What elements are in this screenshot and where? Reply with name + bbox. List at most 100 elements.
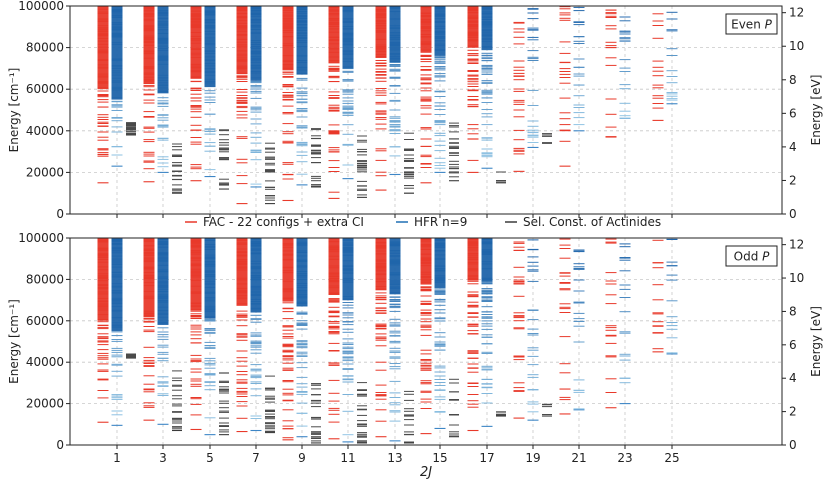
legend-label-2: Sel. Const. of Actinides: [523, 215, 661, 229]
odd-column-9-s2: [311, 383, 321, 444]
level-band: [296, 6, 308, 75]
even-column-15-s1: [434, 6, 446, 173]
level-band: [342, 238, 354, 301]
even-column-13-s1: [389, 6, 401, 176]
odd-column-19-s2: [542, 403, 552, 417]
odd-column-9-s1: [296, 238, 308, 438]
level-band: [481, 238, 493, 282]
level-band: [250, 6, 262, 81]
x-tick-label: 17: [479, 451, 494, 465]
even-column-15-s0: [420, 6, 432, 184]
x-tick-label: 19: [525, 451, 540, 465]
x-tick-label: 5: [206, 451, 214, 465]
odd-y-tick-label: 100000: [18, 231, 64, 245]
odd-ev-tick-label: 6: [789, 338, 797, 352]
even-column-1-s1: [111, 5, 123, 167]
even-panel-label-box: [725, 13, 778, 35]
even-column-9-s0: [282, 6, 294, 202]
even-y-axis-label: Energy [cm⁻¹]: [7, 68, 21, 153]
even-column-3-s2: [172, 143, 182, 194]
level-band: [328, 6, 340, 64]
even-column-3-s0: [143, 6, 155, 183]
level-band: [97, 6, 109, 90]
level-band: [389, 238, 401, 294]
even-column-25-s0: [652, 13, 664, 121]
odd-column-17-s0: [467, 238, 479, 432]
even-y-tick-label: 40000: [26, 124, 64, 138]
odd-column-17-s1: [481, 238, 493, 427]
even-column-11-s0: [328, 6, 340, 199]
even-series-reference: [126, 122, 552, 205]
level-band: [111, 238, 123, 332]
even-y-tick-label: 0: [56, 207, 64, 221]
even-column-3-s1: [157, 6, 169, 173]
level-band: [467, 6, 479, 48]
legend-label-1: HFR n=9: [414, 215, 467, 229]
odd-series-fac: [97, 237, 664, 441]
even-column-11-s2: [357, 135, 367, 198]
even-column-17-s2: [496, 171, 506, 184]
level-band: [328, 238, 340, 295]
odd-column-11-s1: [342, 238, 354, 443]
odd-ev-tick-label: 2: [789, 405, 797, 419]
odd-column-23-s1: [619, 243, 631, 405]
even-column-1-s0: [97, 6, 109, 184]
level-band: [420, 6, 432, 53]
odd-column-21-s0: [559, 238, 571, 415]
odd-column-5-s0: [190, 238, 202, 431]
odd-ev-tick-label: 10: [789, 271, 804, 285]
even-column-7-s0: [236, 5, 248, 205]
odd-column-17-s2: [496, 411, 506, 417]
even-panel-label: Even P: [731, 18, 773, 32]
odd-column-25-s0: [652, 239, 664, 353]
even-column-19-s0: [513, 21, 525, 172]
even-column-17-s1: [481, 6, 493, 169]
level-band: [481, 6, 493, 50]
even-series-fac: [97, 5, 664, 205]
level-band: [434, 6, 446, 56]
x-axis-label: 2J: [420, 465, 432, 480]
level-band: [342, 6, 354, 69]
even-column-7-s2: [265, 142, 275, 205]
level-band: [420, 238, 432, 285]
level-band: [434, 238, 446, 288]
level-band: [375, 6, 387, 58]
odd-y-axis-label: Energy [cm⁻¹]: [7, 299, 21, 384]
odd-y-tick-label: 80000: [26, 272, 64, 286]
odd-column-21-s1: [573, 249, 585, 411]
odd-column-15-s2: [449, 378, 459, 438]
even-column-5-s0: [190, 6, 202, 182]
x-tick-label: 21: [571, 451, 586, 465]
level-band: [204, 6, 216, 88]
even-ev-tick-label: 0: [789, 207, 797, 221]
even-column-13-s2: [404, 132, 414, 194]
odd-ev-tick-label: 8: [789, 304, 797, 318]
level-band: [250, 238, 262, 313]
even-series-hfr: [111, 5, 678, 188]
even-plot-frame: [69, 5, 783, 215]
level-band: [467, 238, 479, 280]
even-column-19-s1: [527, 8, 539, 148]
odd-column-9-s0: [282, 238, 294, 441]
odd-column-19-s1: [527, 239, 539, 421]
odd-column-7-s0: [236, 238, 248, 433]
even-ev-tick-label: 2: [789, 173, 797, 187]
level-band: [296, 238, 308, 307]
odd-column-15-s0: [420, 238, 432, 435]
even-column-9-s2: [311, 128, 321, 188]
odd-column-1-s2: [126, 353, 136, 359]
even-y-tick-label: 20000: [26, 165, 64, 179]
level-band: [282, 238, 294, 301]
level-band: [111, 6, 123, 100]
level-band: [236, 238, 248, 306]
level-band: [97, 238, 109, 321]
even-column-19-s2: [542, 133, 552, 144]
even-ev-tick-label: 6: [789, 106, 797, 120]
level-band: [236, 6, 248, 74]
even-column-25-s1: [666, 11, 678, 105]
even-y-tick-label: 80000: [26, 41, 64, 55]
odd-panel-label-box: [725, 245, 778, 267]
even-column-7-s1: [250, 6, 262, 188]
even-ev-tick-label: 4: [789, 140, 797, 154]
